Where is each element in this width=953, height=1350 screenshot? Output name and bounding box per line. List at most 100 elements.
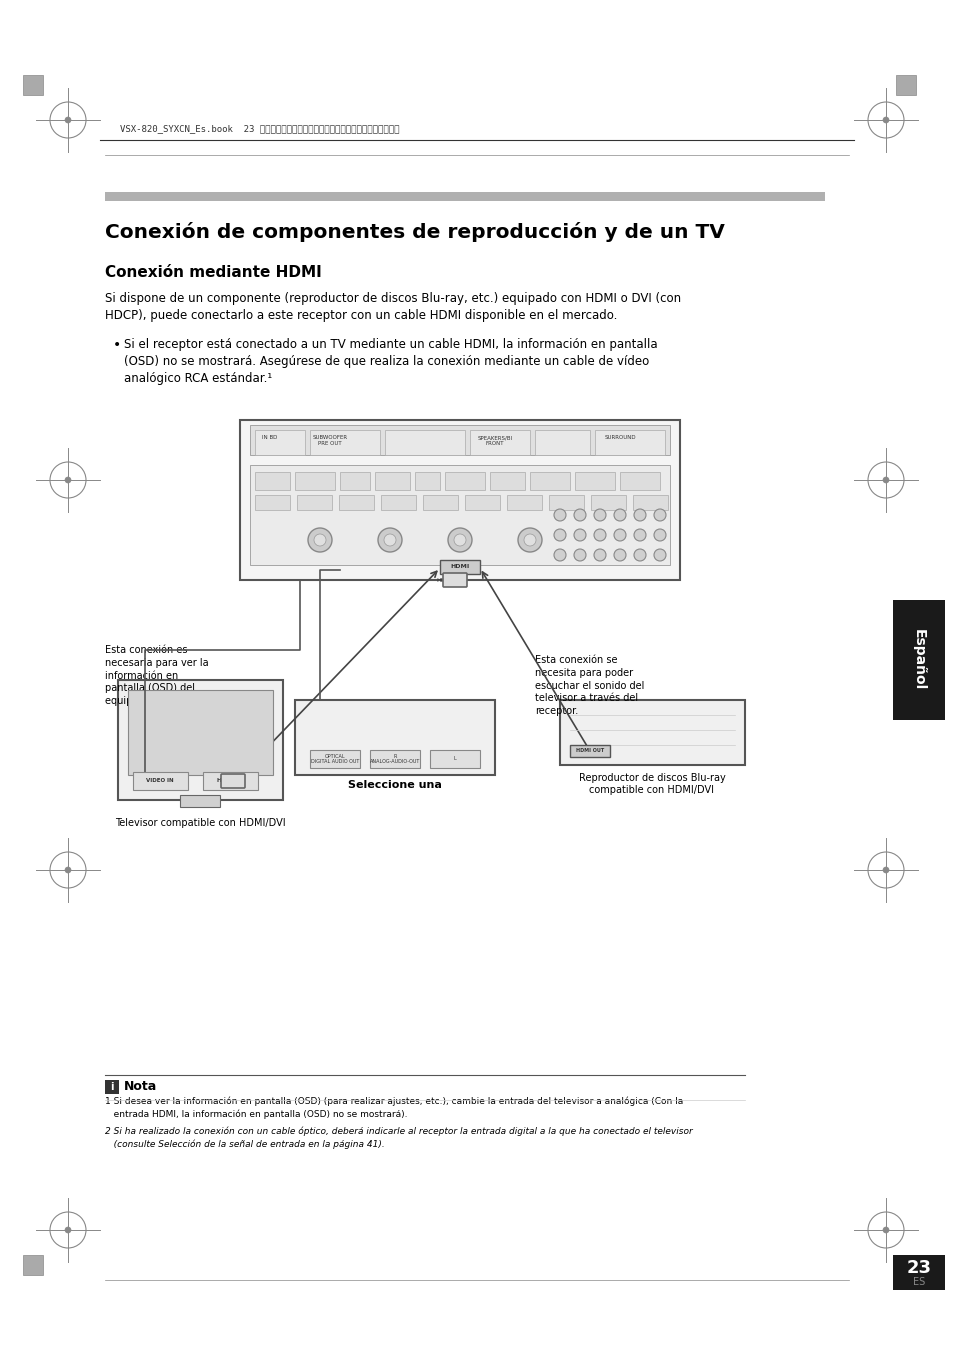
Text: Seleccione una: Seleccione una <box>348 780 441 790</box>
Text: SURROUND: SURROUND <box>603 435 635 440</box>
Bar <box>132 772 188 790</box>
Bar <box>180 795 220 807</box>
Bar <box>506 495 541 510</box>
Text: 23: 23 <box>905 1260 930 1277</box>
Circle shape <box>654 549 665 562</box>
Circle shape <box>384 535 395 545</box>
Bar <box>569 745 609 757</box>
Bar <box>250 425 669 455</box>
Text: Esta conexión es
necesaria para ver la
información en
pantalla (OSD) del
equipo : Esta conexión es necesaria para ver la i… <box>105 645 213 706</box>
Text: i: i <box>111 1081 113 1092</box>
Text: Nota: Nota <box>124 1080 157 1094</box>
Circle shape <box>308 528 332 552</box>
Bar <box>338 495 374 510</box>
Bar <box>310 751 359 768</box>
Circle shape <box>65 1227 71 1233</box>
Bar <box>254 495 290 510</box>
Text: Conexión de componentes de reproducción y de un TV: Conexión de componentes de reproducción … <box>105 221 724 242</box>
Circle shape <box>65 867 71 873</box>
Text: Español: Español <box>911 629 925 691</box>
Text: HDMI OUT: HDMI OUT <box>576 748 603 753</box>
Circle shape <box>448 528 472 552</box>
Text: HDMI: HDMI <box>450 564 469 570</box>
Circle shape <box>882 477 888 483</box>
Bar <box>250 464 669 566</box>
Text: HDMI: HDMI <box>436 578 453 583</box>
FancyBboxPatch shape <box>442 572 467 587</box>
Bar <box>444 472 484 490</box>
Circle shape <box>614 509 625 521</box>
Bar <box>310 431 379 455</box>
Bar <box>385 431 464 455</box>
Bar <box>619 472 659 490</box>
Circle shape <box>654 509 665 521</box>
Circle shape <box>65 477 71 483</box>
Bar <box>380 495 416 510</box>
Text: R
ANALOG-AUDIO-OUT: R ANALOG-AUDIO-OUT <box>370 753 419 764</box>
Text: HDMI IN: HDMI IN <box>217 779 242 783</box>
Text: L: L <box>453 756 456 761</box>
Circle shape <box>882 867 888 873</box>
Bar <box>590 495 625 510</box>
Circle shape <box>454 535 465 545</box>
Bar <box>105 1080 119 1094</box>
Text: •: • <box>112 338 121 352</box>
Text: Televisor compatible con HDMI/DVI: Televisor compatible con HDMI/DVI <box>114 818 285 828</box>
Bar <box>439 560 479 574</box>
Circle shape <box>574 549 585 562</box>
Bar <box>375 472 410 490</box>
Circle shape <box>594 529 605 541</box>
Circle shape <box>65 117 71 123</box>
Bar <box>128 690 273 775</box>
Circle shape <box>882 117 888 123</box>
Circle shape <box>882 1227 888 1233</box>
Bar <box>23 76 43 95</box>
Circle shape <box>634 549 645 562</box>
Circle shape <box>654 529 665 541</box>
Text: ES: ES <box>912 1277 924 1287</box>
Bar <box>548 495 583 510</box>
Bar <box>895 1256 915 1274</box>
Bar <box>892 1256 944 1291</box>
Bar <box>490 472 524 490</box>
Bar <box>294 701 495 775</box>
Circle shape <box>574 529 585 541</box>
Text: VSX-820_SYXCN_Es.book  23 ページ　２０１０年４月１２日　月曜日　午後７時１２分: VSX-820_SYXCN_Es.book 23 ページ ２０１０年４月１２日 … <box>120 124 399 134</box>
Bar <box>422 495 457 510</box>
Bar <box>296 495 332 510</box>
Circle shape <box>517 528 541 552</box>
Bar <box>633 495 667 510</box>
Bar <box>240 420 679 580</box>
Text: Si dispone de un componente (reproductor de discos Blu-ray, etc.) equipado con H: Si dispone de un componente (reproductor… <box>105 292 680 323</box>
Bar <box>530 472 569 490</box>
Bar <box>370 751 419 768</box>
Bar <box>294 472 335 490</box>
Circle shape <box>634 529 645 541</box>
Text: 1 Si desea ver la información en pantalla (OSD) (para realizar ajustes, etc.), c: 1 Si desea ver la información en pantall… <box>105 1098 682 1119</box>
Circle shape <box>614 549 625 562</box>
Bar <box>118 680 283 801</box>
Circle shape <box>554 509 565 521</box>
Circle shape <box>594 509 605 521</box>
Circle shape <box>614 529 625 541</box>
Bar <box>892 599 944 720</box>
Text: Reproductor de discos Blu-ray
compatible con HDMI/DVI: Reproductor de discos Blu-ray compatible… <box>578 774 724 795</box>
Text: SPEAKERS/BI
FRONT: SPEAKERS/BI FRONT <box>476 435 512 446</box>
Bar <box>339 472 370 490</box>
Circle shape <box>554 529 565 541</box>
Bar <box>470 431 530 455</box>
Text: VIDEO IN: VIDEO IN <box>146 779 173 783</box>
Bar <box>254 472 290 490</box>
Text: Si el receptor está conectado a un TV mediante un cable HDMI, la información en : Si el receptor está conectado a un TV me… <box>124 338 657 385</box>
Bar <box>415 472 439 490</box>
Circle shape <box>594 549 605 562</box>
FancyBboxPatch shape <box>221 774 245 788</box>
Circle shape <box>634 509 645 521</box>
Bar <box>105 192 824 201</box>
Bar <box>203 772 257 790</box>
Circle shape <box>377 528 401 552</box>
Bar <box>595 431 664 455</box>
Circle shape <box>554 549 565 562</box>
Text: Esta conexión se
necesita para poder
escuchar el sonido del
televisor a través d: Esta conexión se necesita para poder esc… <box>535 655 643 717</box>
Bar <box>254 431 305 455</box>
